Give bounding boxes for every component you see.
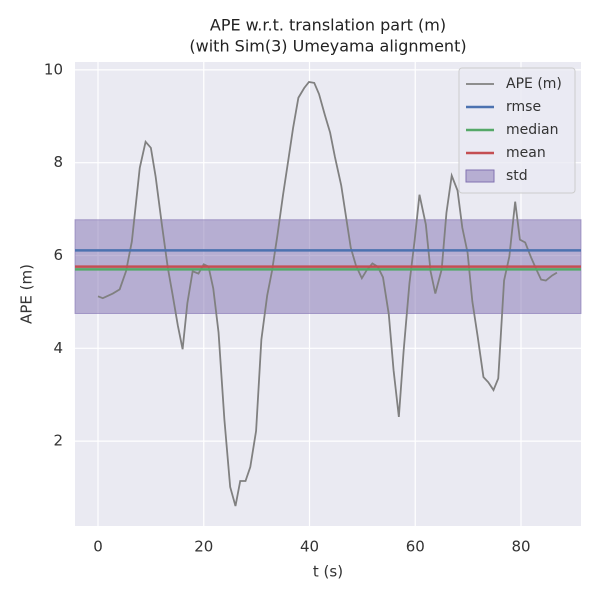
legend-label: std (506, 168, 528, 184)
x-tick-label: 60 (406, 538, 425, 556)
x-tick-label: 0 (93, 538, 103, 556)
y-tick-label: 10 (44, 60, 63, 78)
y-axis-label: APE (m) (18, 264, 36, 324)
legend-box (458, 67, 576, 194)
legend-swatch (465, 169, 495, 183)
y-tick-label: 8 (53, 153, 63, 171)
x-tick-label: 20 (194, 538, 213, 556)
legend-label: mean (506, 145, 546, 161)
chart-title: APE w.r.t. translation part (m) (210, 16, 446, 35)
y-tick-label: 2 (53, 432, 63, 450)
data-line (97, 80, 558, 507)
x-axis-label: t (s) (313, 563, 343, 581)
y-tick-label: 4 (53, 339, 63, 357)
legend-label: rmse (506, 99, 541, 115)
legend-label: APE (m) (506, 76, 562, 92)
x-tick-label: 80 (511, 538, 530, 556)
x-tick-label: 40 (300, 538, 319, 556)
y-tick-label: 6 (53, 246, 63, 264)
legend-label: median (506, 122, 558, 138)
chart-subtitle: (with Sim(3) Umeyama alignment) (189, 37, 466, 56)
